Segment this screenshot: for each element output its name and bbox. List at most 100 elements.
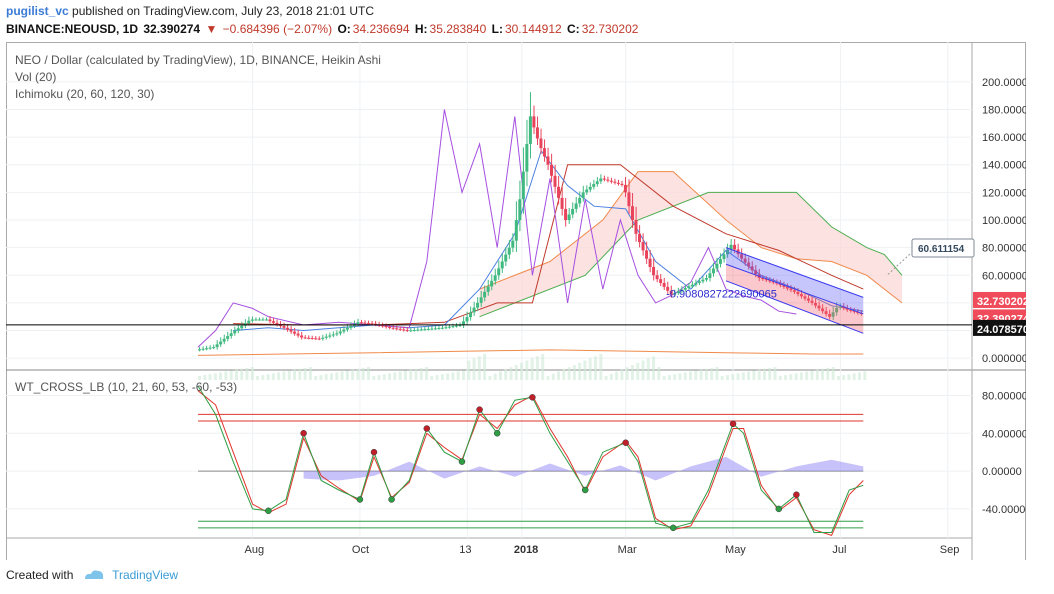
volume-bar — [588, 358, 592, 380]
low-value: 30.144912 — [504, 22, 562, 36]
volume-bar — [831, 367, 835, 380]
candle-body — [497, 268, 501, 276]
volume-bar — [398, 371, 402, 380]
candle-body — [423, 329, 427, 331]
price-label: 32.730202 — [977, 296, 1026, 308]
volume-bar — [694, 370, 698, 380]
candle-body — [690, 284, 694, 287]
candle-body — [564, 208, 568, 220]
price-tick-label: 120.000000 — [982, 187, 1026, 199]
volume-bar — [530, 358, 534, 380]
wt-cross-dot — [529, 394, 536, 401]
candle-body — [676, 291, 680, 293]
candle-body — [314, 338, 318, 340]
candle-body — [395, 328, 399, 330]
candle-body — [630, 206, 634, 220]
candle-body — [483, 291, 487, 298]
volume-bar — [403, 370, 407, 380]
candle-body — [553, 175, 557, 187]
volume-bar — [799, 372, 803, 380]
annotation-box — [911, 238, 975, 258]
candle-body — [398, 328, 402, 330]
candle-body — [750, 266, 754, 271]
volume-bar — [609, 373, 613, 380]
chart-area[interactable]: -0.9080827222690065 60.611154 200.000000 1… — [6, 42, 1040, 561]
candle-body — [412, 329, 416, 331]
price-tick-label: 140.000000 — [982, 160, 1026, 172]
candle-body — [799, 294, 803, 297]
volume-bar — [287, 370, 291, 380]
candle-body — [560, 197, 564, 209]
volume-bar — [314, 376, 318, 380]
volume-bar — [493, 373, 497, 380]
candle-body — [831, 312, 835, 317]
candle-body — [588, 186, 592, 190]
tradingview-link[interactable]: TradingView — [112, 568, 179, 582]
candle-body — [521, 171, 525, 200]
volume-bar — [836, 376, 840, 380]
price-pane[interactable]: -0.9080827222690065 60.611154 — [6, 42, 975, 538]
regression-label: -0.9080827222690065 — [666, 288, 777, 300]
candle-body — [835, 307, 839, 313]
down-triangle-icon: ▼ — [205, 22, 218, 36]
volume-bar — [594, 356, 597, 380]
volume-bar — [578, 362, 582, 380]
time-tick-label: Oct — [352, 544, 369, 556]
candle-body — [645, 250, 649, 259]
candle-body — [761, 278, 765, 280]
candle-body — [729, 244, 733, 250]
wt-cross-dot — [493, 430, 501, 437]
candle-body — [722, 254, 726, 260]
candle-body — [331, 334, 335, 336]
candle-body — [264, 319, 268, 321]
candle-body — [493, 275, 497, 281]
candle-body — [803, 296, 807, 299]
volume-bar — [356, 368, 360, 380]
time-tick-label: 2018 — [514, 544, 538, 556]
candle-body — [282, 326, 286, 328]
wt-cross-pane[interactable] — [6, 385, 972, 537]
wt-cross-dot — [388, 496, 395, 503]
candle-body — [747, 262, 751, 267]
author-name[interactable]: pugilist_vc — [6, 4, 69, 18]
volume-bar — [351, 369, 355, 380]
candle-body — [606, 179, 610, 181]
candle-body — [743, 258, 747, 263]
candle-body — [472, 307, 476, 313]
price-tick-label: 180.000000 — [982, 104, 1026, 116]
candle-body — [268, 319, 272, 322]
candle-body — [437, 328, 441, 330]
candle-body — [296, 333, 300, 336]
candle-body — [303, 337, 307, 339]
candle-body — [370, 323, 374, 325]
volume-bar — [240, 368, 244, 380]
volume-bar — [366, 367, 370, 380]
candle-body — [652, 266, 656, 276]
candle-body — [514, 220, 518, 241]
candle-body — [451, 326, 455, 328]
candle-body — [821, 308, 825, 312]
wt-tick-label: 80.00000 — [982, 390, 1026, 402]
volume-bar — [768, 367, 772, 380]
candle-body — [680, 289, 684, 292]
volume-bar — [261, 375, 265, 380]
volume-bar — [546, 376, 550, 380]
volume-bar — [525, 360, 529, 380]
volume-bar — [372, 376, 376, 380]
volume-bar — [852, 373, 856, 380]
candle-body — [405, 329, 409, 331]
close-value: 32.730202 — [581, 22, 639, 36]
volume-bar — [567, 367, 571, 380]
volume-bar — [704, 368, 708, 380]
candle-body — [814, 302, 817, 306]
candle-body — [275, 322, 279, 325]
candle-body — [613, 181, 617, 183]
candle-body — [356, 322, 360, 325]
volume-bar — [710, 367, 714, 380]
chart-svg[interactable]: -0.9080827222690065 60.611154 200.000000 1… — [6, 42, 1040, 561]
volume-bar — [203, 375, 207, 380]
candle-body — [433, 328, 437, 330]
volume-bar — [271, 373, 275, 380]
candle-body — [250, 319, 254, 321]
price-label-box — [973, 319, 1026, 336]
